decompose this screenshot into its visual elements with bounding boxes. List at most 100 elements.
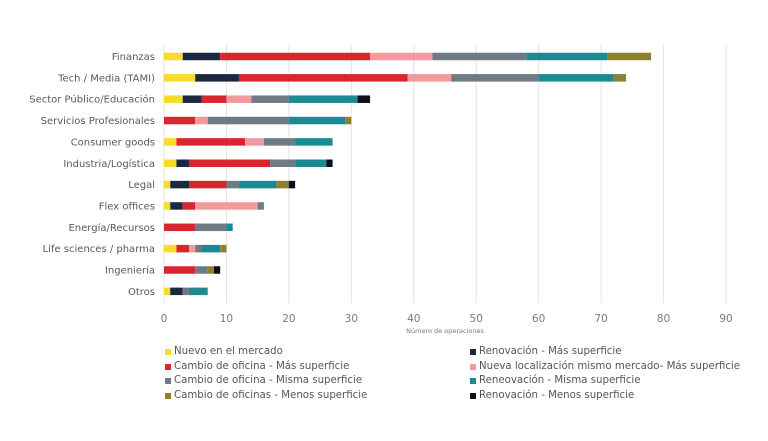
x-tick-label: 0 xyxy=(161,313,168,325)
bar-segment xyxy=(182,287,189,296)
x-tick-label: 90 xyxy=(719,313,732,325)
bar-segment xyxy=(370,52,433,61)
bar-segment xyxy=(195,74,239,82)
bar-segment xyxy=(226,180,239,189)
bar-segment xyxy=(164,138,177,146)
bar-segment xyxy=(188,244,196,253)
bar-segment xyxy=(201,244,221,253)
bar-segment xyxy=(263,138,296,146)
category-labels: Finanzas Tech / Media (TAMI) Sector Públic… xyxy=(29,52,155,298)
bar-segment xyxy=(182,95,202,103)
bar-segment xyxy=(188,159,271,167)
bar-segment xyxy=(170,202,183,210)
x-tick-labels: 0 10 20 30 40 50 60 70 80 90 xyxy=(161,313,733,325)
bar-segment xyxy=(164,287,171,296)
gridlines xyxy=(163,45,727,303)
bar-segment xyxy=(195,202,258,210)
bar-segment xyxy=(164,266,196,274)
bar-segment xyxy=(276,180,289,189)
legend-item: Reneovación - Misma superficie xyxy=(470,374,768,389)
legend-item: Nueva localización mismo mercado- Más su… xyxy=(470,360,768,375)
category-label: Servicios Profesionales xyxy=(41,116,155,127)
bar-segment xyxy=(220,52,371,61)
legend-swatch xyxy=(470,349,476,356)
legend-item: Cambio de oficina - Misma superficie xyxy=(165,374,470,389)
bar-segment xyxy=(226,95,252,103)
category-label: Flex offices xyxy=(99,201,155,212)
bar-segment xyxy=(182,52,221,61)
bar-segment xyxy=(538,74,614,82)
category-label: Industria/Logística xyxy=(63,158,155,170)
stacked-bar-chart: Finanzas Tech / Media (TAMI) Sector Públic… xyxy=(29,45,733,335)
bar-segment xyxy=(257,202,264,210)
bar-segment xyxy=(251,95,289,103)
x-tick-label: 30 xyxy=(345,313,358,325)
legend-swatch xyxy=(470,378,476,385)
bar-segment xyxy=(220,244,227,253)
x-tick-label: 60 xyxy=(532,313,545,325)
legend-swatch xyxy=(470,363,476,370)
bar-segment xyxy=(188,180,227,189)
x-tick-label: 50 xyxy=(470,313,483,325)
legend-label: Cambio de oficina - Misma superficie xyxy=(174,375,363,386)
bar-segment xyxy=(170,180,189,189)
bar-segment xyxy=(164,159,177,167)
bar-segment xyxy=(238,180,277,189)
bar-segment xyxy=(326,159,333,167)
bar-segment xyxy=(432,52,527,61)
bar-segment xyxy=(195,244,202,253)
legend-label: Cambio de oficinas - Menos superficie xyxy=(174,389,368,401)
legend-item: Renovación - Más superficie xyxy=(470,345,768,360)
x-tick-label: 40 xyxy=(407,313,420,325)
legend-item: Cambio de oficinas - Menos superficie xyxy=(165,389,470,404)
bar-segment xyxy=(164,244,177,253)
bar-segment xyxy=(226,223,233,232)
bar-segment xyxy=(288,116,346,125)
legend-swatch xyxy=(470,392,476,399)
category-label: Otros xyxy=(128,287,155,298)
category-label: Life sciences / pharma xyxy=(43,244,155,255)
bar-segment xyxy=(207,266,214,274)
bar-segment xyxy=(357,95,371,103)
category-label: Ingeniería xyxy=(105,265,155,277)
bar-segment xyxy=(164,180,171,189)
bar-segment xyxy=(176,244,189,253)
legend-swatch xyxy=(165,392,171,399)
legend-swatch xyxy=(165,349,171,356)
bar-segment xyxy=(188,287,208,296)
bar-segment xyxy=(195,223,227,232)
bar-segment xyxy=(164,52,183,61)
legend: Nuevo en el mercado Renovación - Más supe… xyxy=(165,345,768,403)
bar-segment xyxy=(288,95,358,103)
legend-label: Nueva localización mismo mercado- Más su… xyxy=(479,360,741,372)
x-tick-label: 80 xyxy=(657,313,670,325)
bar-segment xyxy=(201,95,227,103)
bar-segment xyxy=(526,52,608,61)
bar-segment xyxy=(295,138,333,146)
bar-segment xyxy=(176,159,189,167)
bar-segment xyxy=(270,159,296,167)
bar-segment xyxy=(164,223,196,232)
legend-label: Cambio de oficina - Más superficie xyxy=(174,360,350,372)
bar-segment xyxy=(213,266,221,274)
bar-segment xyxy=(195,266,208,274)
bar-segment xyxy=(288,180,296,189)
x-axis-title: Número de operaciones xyxy=(406,327,484,335)
bar-segment xyxy=(607,52,652,61)
legend-label: Nuevo en el mercado xyxy=(174,346,283,357)
bar-segment xyxy=(207,116,289,125)
legend-item: Nuevo en el mercado xyxy=(165,345,470,360)
bar-segment xyxy=(170,287,183,296)
category-label: Tech / Media (TAMI) xyxy=(57,73,155,84)
bar-segment xyxy=(295,159,327,167)
legend-label: Renovación - Más superficie xyxy=(479,346,622,357)
bar-segment xyxy=(245,138,264,146)
bar-segment xyxy=(195,116,208,125)
bar-segment xyxy=(345,116,352,125)
x-tick-label: 70 xyxy=(594,313,607,325)
legend-label: Renovación - Menos superficie xyxy=(479,389,635,401)
bar-segment xyxy=(238,74,408,82)
category-label: Consumer goods xyxy=(71,137,155,148)
bar-segment xyxy=(613,74,627,82)
category-label: Sector Público/Educación xyxy=(29,94,155,106)
